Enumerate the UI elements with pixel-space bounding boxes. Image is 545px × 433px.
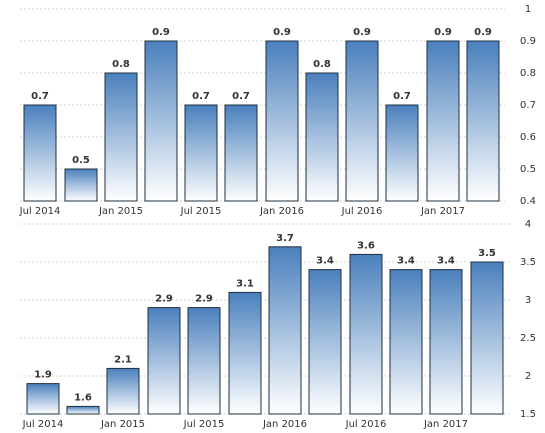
x-tick-label: Jan 2015 xyxy=(100,419,145,430)
data-label: 0.7 xyxy=(192,91,210,102)
y-tick-label: 0.6 xyxy=(520,132,536,143)
bar xyxy=(265,40,299,202)
bar xyxy=(66,405,100,415)
data-label: 0.9 xyxy=(353,27,371,38)
y-tick-label: 4 xyxy=(525,219,531,230)
bar xyxy=(345,40,379,202)
data-label: 1.6 xyxy=(74,392,92,403)
y-tick-label: 2 xyxy=(525,371,531,382)
data-label: 0.8 xyxy=(112,59,130,70)
data-label: 0.9 xyxy=(152,27,170,38)
x-tick-label: Jan 2017 xyxy=(420,206,465,217)
x-tick-label: Jul 2014 xyxy=(22,419,64,430)
y-tick-label: 3.5 xyxy=(520,257,536,268)
x-tick-label: Jul 2015 xyxy=(180,206,222,217)
bar xyxy=(64,168,98,202)
bar xyxy=(466,40,500,202)
y-tick-label: 0.9 xyxy=(520,36,536,47)
bar xyxy=(104,72,138,202)
y-tick-label: 0.7 xyxy=(520,100,536,111)
data-label: 0.9 xyxy=(474,27,492,38)
bar xyxy=(429,269,463,415)
data-label: 2.1 xyxy=(114,354,132,365)
bar xyxy=(184,104,218,202)
bar xyxy=(308,269,342,415)
x-tick-label: Jul 2016 xyxy=(341,206,383,217)
bar xyxy=(23,104,57,202)
data-label: 0.9 xyxy=(434,27,452,38)
data-label: 3.4 xyxy=(397,256,415,267)
x-tick-label: Jul 2014 xyxy=(19,206,61,217)
bar xyxy=(389,269,423,415)
bar xyxy=(426,40,460,202)
bar xyxy=(349,253,383,415)
y-tick-label: 0.4 xyxy=(520,196,536,207)
x-tick-label: Jan 2016 xyxy=(262,419,307,430)
x-tick-label: Jul 2016 xyxy=(345,419,387,430)
y-tick-label: 1.5 xyxy=(520,409,536,420)
data-label: 2.9 xyxy=(155,294,173,305)
bar xyxy=(106,367,140,415)
data-label: 3.1 xyxy=(236,278,254,289)
y-tick-label: 0.8 xyxy=(520,68,536,79)
data-label: 3.7 xyxy=(276,233,294,244)
bar xyxy=(26,383,60,415)
x-tick-label: Jul 2015 xyxy=(183,419,225,430)
x-tick-label: Jan 2015 xyxy=(98,206,143,217)
data-label: 3.6 xyxy=(357,240,375,251)
data-label: 3.5 xyxy=(478,248,496,259)
chart-panel-1: 0.4 0.5 0.6 0.7 0.8 0.9 1 0.7 0.5 0.8 0.9 0.7 0.7 0.9… xyxy=(19,4,536,217)
bar xyxy=(224,104,258,202)
bar xyxy=(305,72,339,202)
data-label: 3.4 xyxy=(437,256,455,267)
bar xyxy=(228,291,262,415)
y-tick-label: 1 xyxy=(525,4,531,15)
data-label: 2.9 xyxy=(195,294,213,305)
data-label: 0.7 xyxy=(393,91,411,102)
y-tick-label: 3 xyxy=(525,295,531,306)
chart-panel-2: 1.5 2 2.5 3 3.5 4 1.9 1.6 2.1 2.9 2.9 3.1 3.7 3.4 3.6 3… xyxy=(20,219,536,430)
bar xyxy=(147,307,181,415)
bar xyxy=(187,307,221,415)
y-tick-label: 2.5 xyxy=(520,333,536,344)
data-label: 0.7 xyxy=(31,91,49,102)
x-tick-label: Jan 2017 xyxy=(423,419,468,430)
data-label: 1.9 xyxy=(34,370,52,381)
bar xyxy=(470,261,504,415)
x-tick-label: Jan 2016 xyxy=(259,206,304,217)
data-label: 0.8 xyxy=(313,59,331,70)
bar xyxy=(385,104,419,202)
data-label: 0.7 xyxy=(232,91,250,102)
data-label: 0.5 xyxy=(72,155,90,166)
bar xyxy=(268,246,302,415)
data-label: 3.4 xyxy=(316,256,334,267)
data-label: 0.9 xyxy=(273,27,291,38)
bar xyxy=(144,40,178,202)
y-tick-label: 0.5 xyxy=(520,164,536,175)
